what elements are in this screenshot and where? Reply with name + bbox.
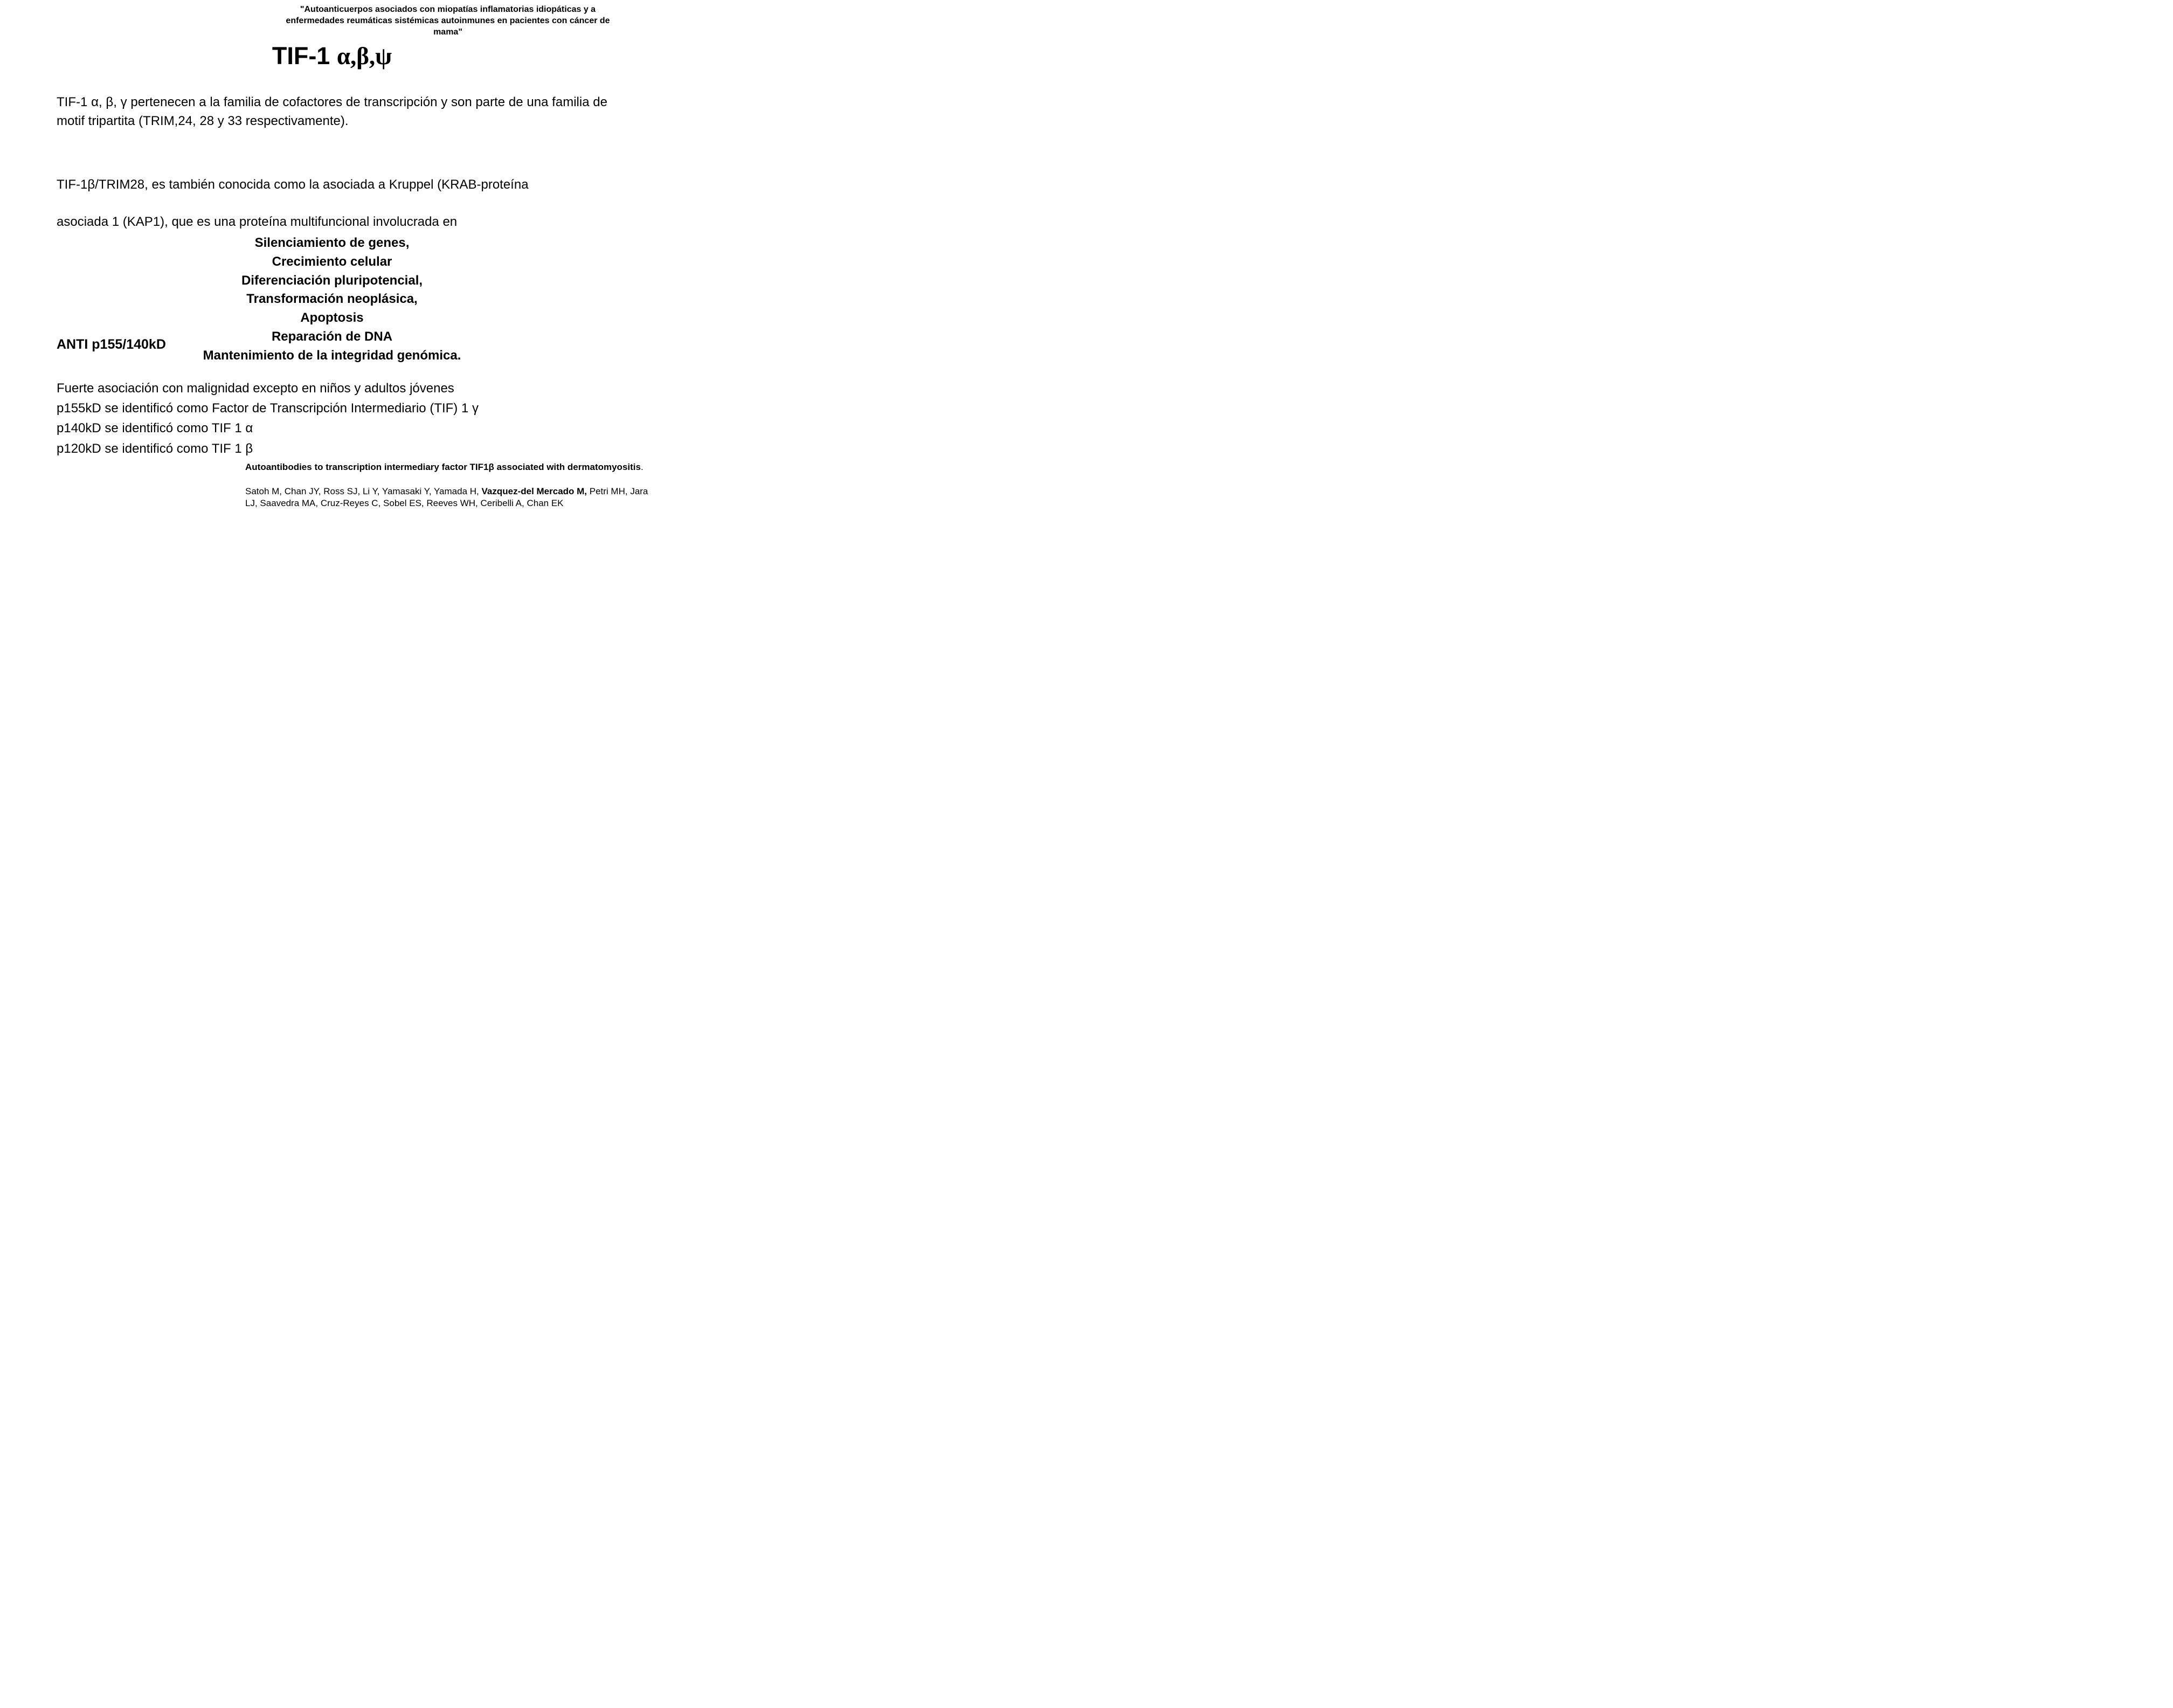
association-block: Fuerte asociación con malignidad excepto… bbox=[57, 378, 607, 459]
citation-title-period: . bbox=[641, 462, 643, 472]
title-greek: α,β,ψ bbox=[337, 43, 392, 70]
function-item: Transformación neoplásica, bbox=[0, 290, 664, 309]
citation-authors-bold: Vazquez-del Mercado M, bbox=[481, 486, 587, 496]
function-item: Crecimiento celular bbox=[0, 253, 664, 272]
assoc-line: p120kD se identificó como TIF 1 β bbox=[57, 439, 607, 459]
anti-label: ANTI p155/140kD bbox=[57, 337, 166, 352]
assoc-line: Fuerte asociación con malignidad excepto… bbox=[57, 378, 607, 398]
paragraph-2-line2: asociada 1 (KAP1), que es una proteína m… bbox=[57, 213, 607, 232]
assoc-line: p140kD se identificó como TIF 1 α bbox=[57, 418, 607, 438]
citation-authors: Satoh M, Chan JY, Ross SJ, Li Y, Yamasak… bbox=[245, 486, 661, 509]
title-prefix: TIF-1 bbox=[272, 42, 337, 70]
citation-authors-plain: Satoh M, Chan JY, Ross SJ, Li Y, Yamasak… bbox=[245, 486, 481, 496]
header-quote: "Autoanticuerpos asociados con miopatías… bbox=[286, 4, 610, 38]
citation-title: Autoantibodies to transcription intermed… bbox=[245, 461, 659, 473]
function-item: Silenciamiento de genes, bbox=[0, 234, 664, 253]
paragraph-2-line1: TIF-1β/TRIM28, es también conocida como … bbox=[57, 176, 607, 195]
function-item: Diferenciación pluripotencial, bbox=[0, 272, 664, 291]
page-title: TIF-1 α,β,ψ bbox=[0, 42, 664, 70]
function-item: Apoptosis bbox=[0, 309, 664, 328]
assoc-line: p155kD se identificó como Factor de Tran… bbox=[57, 398, 607, 418]
citation-title-bold: Autoantibodies to transcription intermed… bbox=[245, 462, 641, 472]
paragraph-1: TIF-1 α, β, γ pertenecen a la familia de… bbox=[57, 93, 607, 131]
